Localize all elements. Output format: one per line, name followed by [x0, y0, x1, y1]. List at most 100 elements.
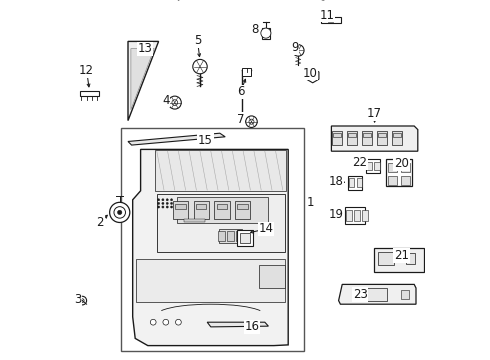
Circle shape — [162, 206, 164, 208]
Circle shape — [162, 202, 164, 204]
Circle shape — [172, 100, 178, 105]
Text: 3: 3 — [74, 293, 82, 306]
Circle shape — [150, 319, 156, 325]
Circle shape — [171, 206, 172, 208]
Circle shape — [293, 45, 304, 56]
Polygon shape — [136, 259, 285, 302]
Circle shape — [261, 28, 271, 38]
Circle shape — [162, 199, 164, 201]
Polygon shape — [331, 126, 418, 151]
Polygon shape — [374, 248, 424, 272]
Bar — [367, 162, 372, 170]
Bar — [175, 204, 186, 209]
Polygon shape — [155, 150, 286, 191]
Circle shape — [175, 319, 181, 325]
Polygon shape — [131, 49, 154, 110]
Text: 15: 15 — [198, 134, 213, 147]
Polygon shape — [128, 41, 159, 121]
Text: 23: 23 — [353, 288, 368, 301]
Bar — [243, 68, 251, 76]
Bar — [363, 133, 371, 137]
Bar — [332, 131, 342, 145]
Bar — [227, 231, 234, 241]
Text: 9: 9 — [291, 41, 298, 54]
Bar — [238, 204, 248, 209]
Bar — [79, 91, 99, 96]
Bar — [219, 231, 225, 241]
Circle shape — [245, 116, 257, 127]
Text: 7: 7 — [237, 113, 245, 126]
Polygon shape — [133, 149, 288, 346]
Bar — [393, 133, 401, 137]
Bar — [392, 131, 402, 145]
Bar — [348, 176, 363, 190]
Circle shape — [110, 202, 130, 222]
Text: 1: 1 — [307, 196, 315, 209]
Text: 4: 4 — [162, 94, 170, 107]
Circle shape — [309, 72, 316, 79]
Bar — [328, 18, 333, 22]
Circle shape — [114, 207, 125, 218]
Text: 6: 6 — [237, 85, 245, 98]
Circle shape — [171, 199, 172, 201]
Text: 8: 8 — [251, 23, 259, 36]
Text: 22: 22 — [352, 156, 367, 169]
Bar — [345, 207, 365, 224]
Circle shape — [249, 119, 254, 124]
Circle shape — [157, 206, 160, 208]
Text: 11: 11 — [319, 9, 335, 22]
Polygon shape — [128, 133, 225, 145]
Bar — [347, 131, 357, 145]
Bar — [238, 230, 252, 246]
Bar — [235, 201, 250, 219]
Bar — [374, 162, 380, 170]
Text: 2: 2 — [97, 216, 104, 229]
Bar — [121, 128, 304, 351]
Bar — [262, 28, 270, 39]
Bar — [219, 229, 242, 243]
Text: 5: 5 — [194, 34, 201, 47]
Bar — [215, 201, 229, 219]
Text: 21: 21 — [394, 249, 409, 262]
Bar — [386, 158, 412, 186]
Bar — [366, 159, 380, 173]
Circle shape — [193, 59, 207, 74]
Text: 20: 20 — [394, 157, 409, 170]
Bar — [401, 163, 410, 172]
Bar — [378, 133, 386, 137]
Circle shape — [166, 206, 169, 208]
Text: 16: 16 — [245, 320, 260, 333]
Text: 10: 10 — [302, 67, 317, 80]
Circle shape — [78, 296, 87, 305]
Text: 2023 Toyota Tundra Interior Trim - Front Door Diagram: 2023 Toyota Tundra Interior Trim - Front… — [150, 0, 340, 1]
Bar — [401, 176, 410, 185]
Polygon shape — [306, 68, 319, 83]
Bar — [172, 201, 188, 219]
Bar — [321, 17, 341, 23]
Bar — [362, 131, 372, 145]
Bar — [354, 210, 360, 221]
Circle shape — [169, 96, 181, 109]
Bar — [346, 210, 352, 221]
Bar — [236, 231, 243, 241]
Text: 18: 18 — [329, 175, 343, 188]
Circle shape — [171, 202, 172, 204]
Bar — [357, 178, 362, 187]
Bar — [406, 253, 415, 264]
Text: 12: 12 — [79, 64, 94, 77]
Polygon shape — [176, 197, 269, 223]
Circle shape — [166, 202, 169, 204]
Bar — [362, 210, 368, 221]
Bar — [401, 290, 409, 299]
Polygon shape — [259, 265, 285, 288]
Circle shape — [157, 199, 160, 201]
Circle shape — [163, 319, 169, 325]
Polygon shape — [207, 322, 269, 327]
Polygon shape — [157, 194, 285, 252]
Bar — [348, 133, 356, 137]
Text: 13: 13 — [138, 42, 153, 55]
Bar — [353, 288, 388, 301]
Bar — [349, 178, 354, 187]
Text: 17: 17 — [367, 107, 382, 120]
Text: 19: 19 — [329, 208, 343, 221]
